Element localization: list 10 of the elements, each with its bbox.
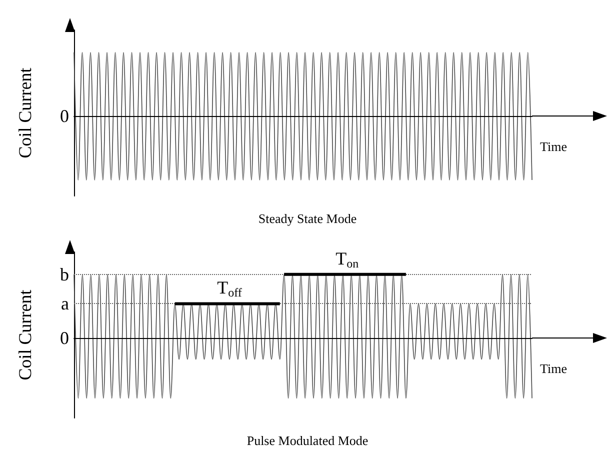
x-axis-title: Time bbox=[540, 361, 568, 376]
ref-line-label: 0 bbox=[60, 106, 69, 126]
ref-line-label: 0 bbox=[60, 328, 69, 348]
text: Pulse Modulated Mode bbox=[246, 433, 368, 448]
text: Steady State Mode bbox=[258, 211, 357, 226]
ref-line-label: a bbox=[61, 294, 69, 314]
x-axis-title: Time bbox=[540, 139, 568, 154]
y-axis-title: Coil Current bbox=[15, 290, 35, 380]
ref-line-label: b bbox=[60, 264, 69, 284]
y-axis-title: Coil Current bbox=[15, 68, 35, 158]
